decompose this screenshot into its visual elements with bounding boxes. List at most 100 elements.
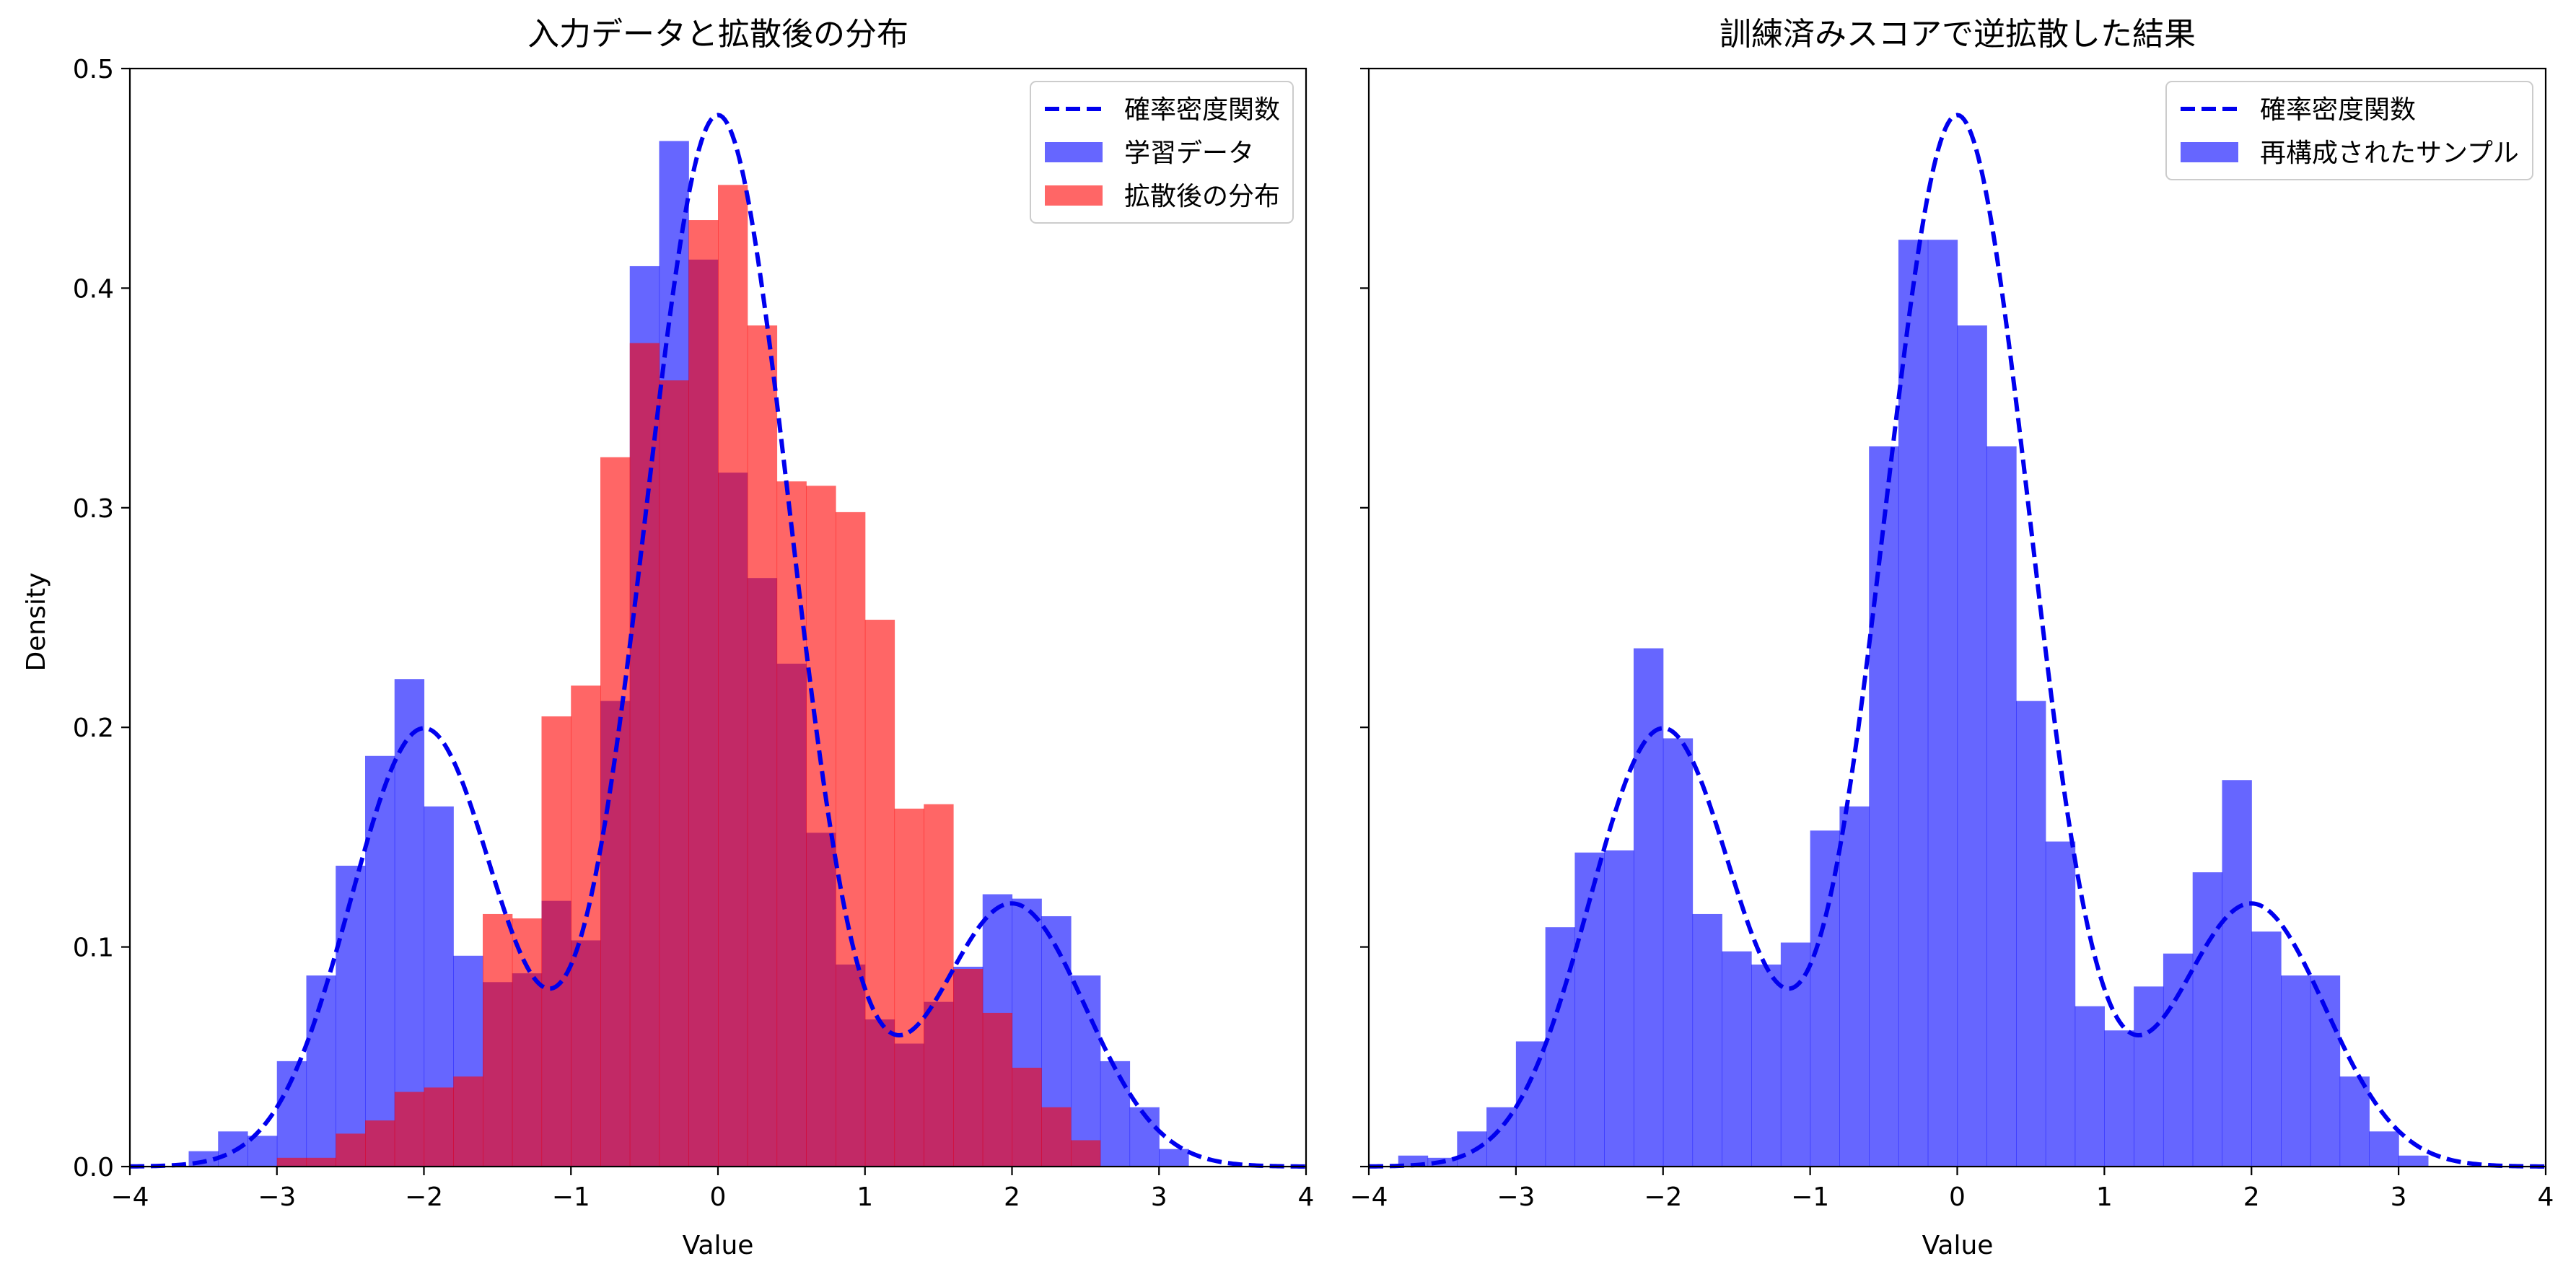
histogram-bar	[218, 1131, 248, 1167]
histogram-bar	[1839, 806, 1870, 1167]
histogram-bar	[629, 343, 660, 1167]
y-axis-label: Density	[22, 573, 51, 672]
x-tick-label: 4	[2538, 1182, 2554, 1212]
histogram-bar	[2339, 1076, 2370, 1167]
histogram-bar	[1100, 1061, 1131, 1167]
histogram-bar	[365, 1120, 395, 1167]
x-tick-label: −2	[1644, 1182, 1682, 1212]
histogram-bar	[1957, 325, 1987, 1167]
legend-swatch-patch	[2181, 142, 2238, 162]
histogram-bar	[1869, 446, 1899, 1167]
x-tick-label: −3	[258, 1182, 296, 1212]
histogram-bar	[1780, 942, 1811, 1167]
x-tick-label: 1	[857, 1182, 873, 1212]
histogram-bar	[776, 481, 807, 1167]
histogram-bar	[864, 620, 895, 1167]
x-tick-label: −3	[1497, 1182, 1535, 1212]
histogram-bar	[2163, 953, 2194, 1167]
legend-label: 再構成されたサンプル	[2260, 139, 2519, 168]
histogram-bar	[2045, 841, 2076, 1167]
histogram-bar	[306, 1157, 336, 1167]
y-tick-label: 0.4	[73, 274, 114, 304]
x-tick-label: 1	[2096, 1182, 2113, 1212]
histogram-bar	[2104, 1030, 2134, 1167]
histogram-bar	[1633, 648, 1664, 1167]
histogram-bar	[424, 1087, 454, 1167]
histogram-bar	[894, 808, 924, 1167]
y-tick-label: 0.0	[73, 1153, 114, 1182]
histogram-bar	[1898, 240, 1929, 1167]
histogram-bar	[394, 1092, 425, 1167]
left-chart-panel: 入力データと拡散後の分布 Value Density −4 −3 −2 −1 0 1 2 3 4…	[22, 16, 1314, 1260]
legend-label: 学習データ	[1124, 139, 1254, 168]
histogram-bar	[2134, 986, 2164, 1167]
histogram-bar	[982, 1012, 1013, 1167]
histogram-bar	[2192, 872, 2223, 1167]
histogram-bar	[2281, 975, 2311, 1167]
legend-label: 確率密度関数	[2260, 95, 2416, 125]
histogram-bar	[1604, 850, 1634, 1167]
histogram-bar	[688, 220, 719, 1167]
x-tick-label: −4	[110, 1182, 149, 1212]
legend-label: 拡散後の分布	[1124, 182, 1280, 211]
x-axis-label: Value	[1922, 1231, 1994, 1260]
histogram-bar	[1071, 1140, 1101, 1167]
histogram-bar	[2016, 701, 2046, 1167]
x-tick-label: −1	[1791, 1182, 1829, 1212]
x-tick-label: 0	[710, 1182, 727, 1212]
histogram-bar	[1751, 964, 1782, 1167]
y-tick-label: 0.3	[73, 494, 114, 524]
histogram-bar	[836, 512, 866, 1167]
legend-box	[2165, 81, 2533, 180]
x-tick-label: 4	[1298, 1182, 1315, 1212]
x-tick-label: −2	[405, 1182, 443, 1212]
y-tick-label: 0.1	[73, 934, 114, 963]
histogram-bar	[747, 325, 778, 1167]
histogram-bar	[365, 755, 395, 1167]
x-tick-label: 2	[2243, 1182, 2260, 1212]
x-tick-label: 0	[1949, 1182, 1966, 1212]
histogram-bar	[1515, 1041, 1546, 1167]
histogram-bar	[1159, 1149, 1189, 1167]
chart-title: 訓練済みスコアで逆拡散した結果	[1719, 16, 2196, 53]
histogram-bar	[1662, 738, 1694, 1167]
histogram-bar	[336, 865, 366, 1167]
histogram-bar	[394, 679, 425, 1167]
histogram-bar	[1927, 240, 1958, 1167]
histogram-bar	[1457, 1131, 1487, 1167]
histogram-bar	[1041, 1107, 1072, 1167]
histogram-bar	[453, 1076, 483, 1167]
legend-label: 確率密度関数	[1124, 95, 1280, 125]
histogram-bar	[541, 716, 571, 1167]
histogram-bar	[1722, 951, 1752, 1167]
histogram-bar	[2075, 1006, 2105, 1167]
chart-title: 入力データと拡散後の分布	[527, 16, 908, 53]
y-tick-label: 0.2	[73, 714, 114, 743]
x-tick-label: 2	[1004, 1182, 1020, 1212]
histogram-bar	[336, 1133, 366, 1167]
pdf-curve	[1368, 113, 2546, 1169]
histogram-bar	[483, 913, 513, 1167]
histogram-bar	[659, 380, 689, 1167]
histogram-bar	[1692, 913, 1722, 1167]
histogram-bar	[247, 1136, 278, 1167]
x-tick-label: 3	[2391, 1182, 2407, 1212]
histogram-bar	[276, 1157, 307, 1167]
x-tick-label: −4	[1349, 1182, 1388, 1212]
right-chart-panel: 訓練済みスコアで逆拡散した結果 Value −4 −3 −2 −1 0 1 2 3 4 確率密度関…	[1349, 16, 2554, 1260]
histogram-bar	[2251, 931, 2282, 1167]
histogram-bar	[953, 969, 983, 1167]
histogram-bar	[718, 185, 748, 1167]
y-tick-label: 0.5	[73, 55, 114, 84]
legend-swatch-patch	[1045, 185, 1103, 206]
pdf-curve	[129, 113, 1307, 1169]
histogram-bar	[924, 804, 954, 1167]
x-tick-label: −1	[552, 1182, 590, 1212]
histogram-bar	[1986, 446, 2017, 1167]
histogram-bar	[1012, 1068, 1042, 1167]
x-axis-label: Value	[683, 1231, 754, 1260]
histogram-bar	[2222, 780, 2252, 1167]
histogram-bar	[512, 918, 543, 1167]
x-tick-label: 3	[1151, 1182, 1167, 1212]
